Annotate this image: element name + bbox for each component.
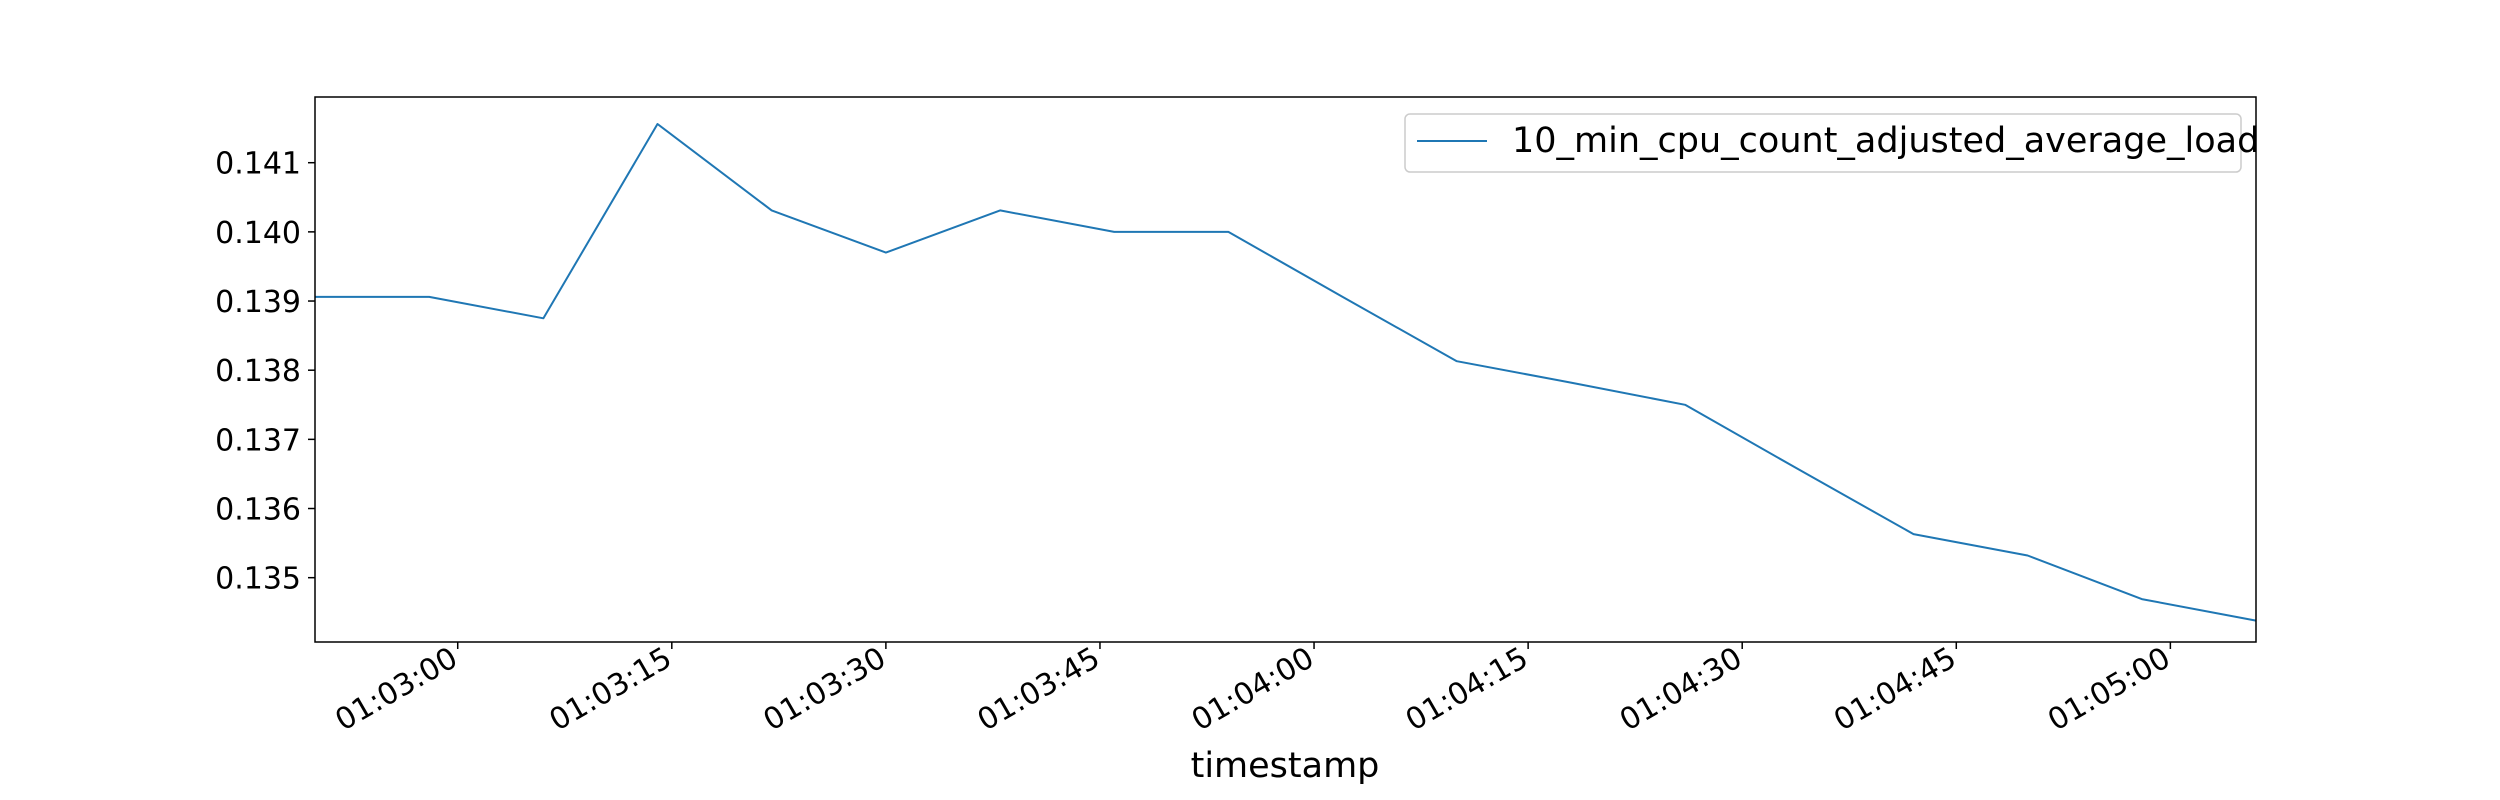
x-tick-label: 01:04:00 (1186, 641, 1320, 739)
y-tick-label: 0.136 (215, 493, 301, 528)
x-tick-label: 01:04:15 (1400, 641, 1534, 739)
x-tick-label: 01:04:45 (1828, 641, 1962, 739)
x-tick-label: 01:03:15 (544, 641, 678, 739)
y-tick-label: 0.137 (215, 423, 301, 458)
x-tick-label: 01:03:00 (330, 641, 464, 739)
plot-frame (314, 96, 2257, 643)
x-axis-title: timestamp (1191, 746, 1380, 786)
y-tick-label: 0.135 (215, 562, 301, 597)
y-tick-label: 0.141 (215, 147, 301, 182)
y-tick-label: 0.138 (215, 354, 301, 389)
series-line (315, 123, 2257, 622)
x-tick-label: 01:04:30 (1614, 641, 1748, 739)
plot-area (315, 123, 2257, 622)
x-tick-label: 01:03:30 (758, 641, 892, 739)
x-tick-label: 01:05:00 (2042, 641, 2176, 739)
legend-frame (1404, 113, 2242, 173)
y-tick-label: 0.139 (215, 285, 301, 320)
x-tick-label: 01:03:45 (972, 641, 1106, 739)
legend: 10_min_cpu_count_adjusted_average_load (1404, 113, 2259, 173)
y-tick-label: 0.140 (215, 216, 301, 251)
legend-label: 10_min_cpu_count_adjusted_average_load (1512, 121, 2259, 161)
x-axis: 01:03:00 01:03:15 01:03:30 01:03:45 01:04:00… (330, 641, 2177, 739)
y-axis: 0.135 0.136 0.137 0.138 0.139 0.140 0.141 (215, 147, 315, 597)
